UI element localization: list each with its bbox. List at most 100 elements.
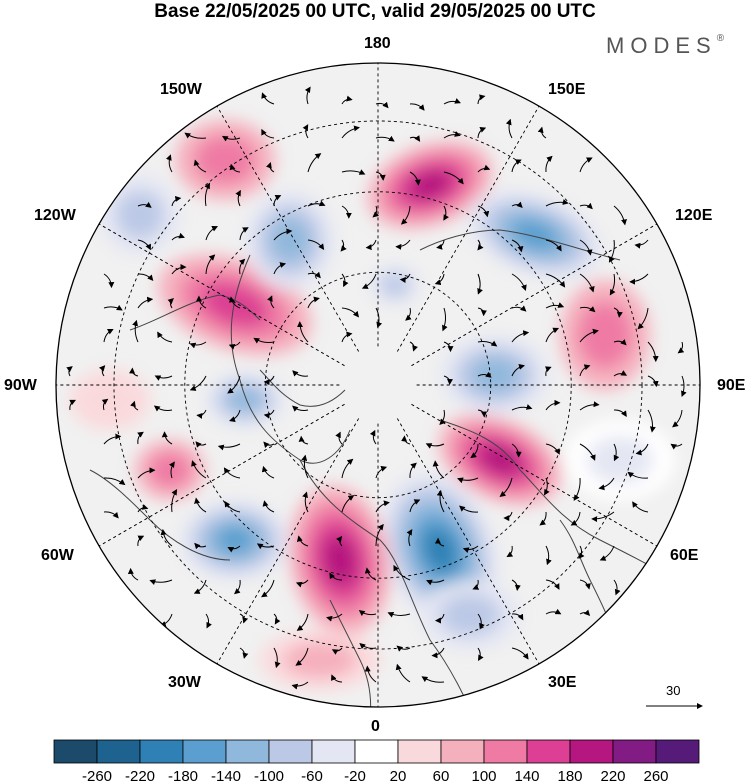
wind-vector (470, 443, 479, 459)
anomaly-contour (587, 436, 653, 484)
wind-vector (579, 443, 596, 461)
colorbar-tick-label: 260 (643, 768, 668, 783)
wind-vector (253, 337, 275, 344)
colorbar-swatch (354, 739, 399, 764)
wind-vector (409, 103, 425, 111)
anomaly-contour (471, 357, 519, 393)
wind-vector (365, 239, 377, 251)
wind-vector (511, 443, 522, 458)
wind-vector (364, 665, 377, 683)
wind-vector (101, 398, 109, 411)
anomaly-contour (479, 444, 521, 476)
wind-vector (137, 467, 156, 479)
wind-vector (477, 307, 487, 317)
anomaly-contour (578, 302, 632, 368)
wind-vector (227, 375, 241, 394)
wind-vector (263, 441, 275, 449)
wind-vector (570, 511, 581, 526)
colorbar-tick-label: -60 (301, 768, 323, 783)
wind-vector (375, 465, 388, 479)
wind-vector (375, 500, 390, 513)
lon-label-60w: 60W (41, 547, 74, 564)
wind-vector (193, 579, 207, 594)
map-disk (56, 63, 700, 707)
wind-vector (168, 461, 175, 479)
wind-vector (477, 409, 488, 418)
wind-vector (296, 535, 309, 547)
wind-vector (273, 228, 293, 241)
wind-vector (505, 118, 513, 139)
wind-vector (434, 537, 445, 547)
wind-vector (599, 545, 615, 561)
wind-vector (191, 460, 207, 479)
wind-vector (137, 296, 154, 309)
wind-vector (632, 501, 649, 513)
wind-vector (171, 264, 187, 275)
wind-vector (153, 405, 173, 412)
wind-vector (573, 477, 581, 501)
wind-vector (331, 674, 343, 683)
wind-vector (307, 239, 325, 251)
wind-vector (292, 405, 309, 412)
wind-vector (443, 131, 461, 139)
wind-vector (375, 523, 384, 547)
wind-vector (511, 330, 530, 343)
wind-vector (193, 159, 207, 173)
wind-vector (637, 307, 649, 330)
wind-vector (598, 477, 615, 491)
wind-vector (506, 545, 514, 558)
anomaly-contour (409, 170, 451, 200)
meridian-line (411, 223, 658, 367)
wind-vector (267, 295, 275, 309)
wind-vector (477, 94, 486, 105)
wind-vector (400, 205, 411, 225)
wind-vector (442, 307, 448, 332)
wind-vector (341, 125, 360, 139)
wind-vector (364, 567, 377, 581)
wind-vector (194, 497, 207, 513)
wind-vector (69, 399, 76, 411)
wind-vector (302, 124, 309, 139)
wind-vector (130, 400, 139, 411)
wind-vector (307, 271, 321, 279)
wind-vector (579, 239, 593, 256)
wind-vector (205, 254, 216, 275)
colorbar-swatch (526, 739, 571, 764)
wind-vector (160, 528, 173, 547)
colorbar-swatch (96, 739, 141, 764)
wind-vector (341, 95, 353, 105)
wind-vector (543, 477, 550, 496)
wind-vector (434, 273, 445, 286)
colorbar-swatch (53, 739, 98, 764)
wind-vector (579, 364, 591, 377)
registered-mark: ® (716, 33, 725, 44)
wind-vector (426, 579, 445, 586)
wind-vector (511, 305, 527, 312)
wind-vector (613, 205, 627, 226)
wind-vector (443, 375, 453, 385)
wind-vector (341, 495, 355, 513)
wind-vector (340, 239, 347, 252)
wind-vector (477, 613, 485, 630)
wind-vector (329, 572, 343, 581)
height-anomaly-fields (70, 120, 675, 690)
colorbar-swatch (655, 739, 700, 764)
wind-vector (477, 239, 484, 251)
colorbar-tick-label: 20 (390, 768, 407, 783)
wind-vector (579, 273, 595, 293)
wind-vector (393, 564, 411, 581)
wind-vector (459, 505, 479, 513)
colorbar-tick-label: 60 (433, 768, 450, 783)
lon-label-180: 180 (364, 35, 391, 52)
wind-vector (579, 202, 593, 210)
wind-vector (439, 409, 446, 426)
wind-vector (341, 273, 349, 288)
wind-vector (304, 86, 311, 105)
meridian-line (98, 403, 345, 547)
colorbar-swatch (139, 739, 184, 764)
wind-vector (545, 273, 566, 288)
wind-vector (137, 535, 145, 547)
wind-vector (217, 443, 241, 451)
colorbar-swatch (311, 739, 356, 764)
vector-reference-label: 30 (666, 683, 681, 698)
